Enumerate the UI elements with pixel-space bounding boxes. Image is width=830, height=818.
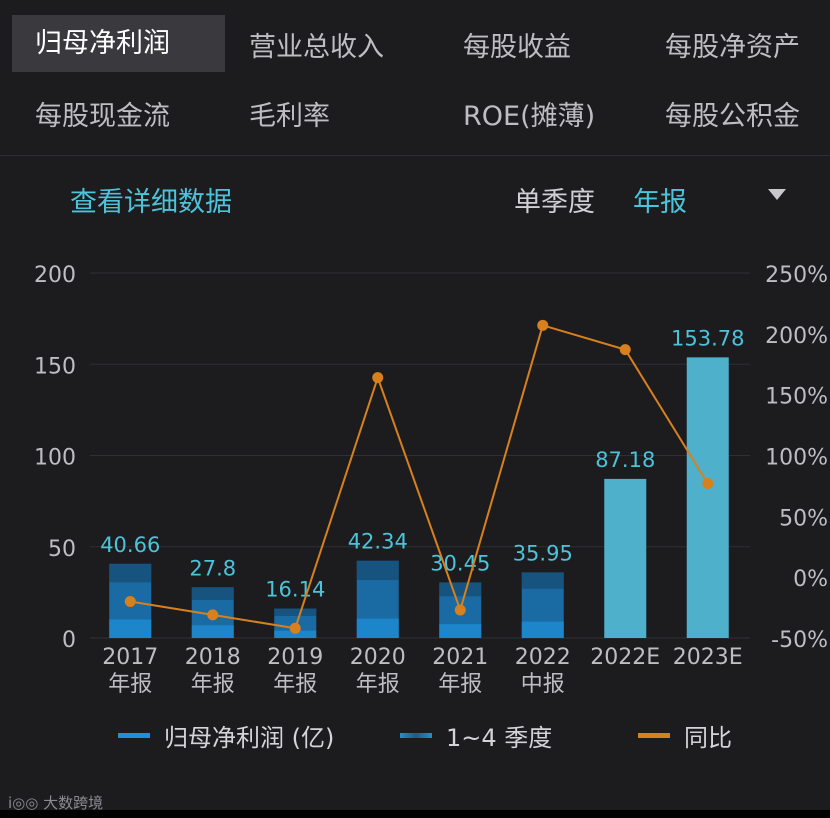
yoy-point [289, 622, 301, 634]
annual-toggle[interactable]: 年报 [633, 187, 687, 218]
bar [686, 357, 729, 638]
right-axis-tick-label: 250% [765, 263, 828, 288]
yoy-point [124, 596, 136, 607]
tab-cash-flow-per-share[interactable]: 每股现金流 [35, 101, 170, 132]
bar-value-label: 40.66 [100, 533, 160, 557]
tab-roe[interactable]: ROE(摊薄) [463, 101, 596, 132]
right-axis-tick-label: 200% [765, 324, 828, 349]
yoy-point [372, 372, 384, 384]
indicator-tabs: 归母净利润 营业总收入 每股收益 每股净资产 每股现金流 毛利率 ROE(摊薄)… [0, 0, 830, 155]
x-axis-tick-label: 2022 [515, 645, 571, 670]
x-axis-tick-label: 2017 [102, 645, 158, 670]
x-axis-tick-label: 2019 [267, 645, 323, 670]
tab-eps[interactable]: 每股收益 [463, 32, 571, 63]
bar-quarter-segment [356, 618, 399, 638]
bar-quarter-segment [274, 630, 317, 638]
yoy-point [702, 477, 714, 489]
right-axis-tick-label: 150% [765, 385, 828, 410]
x-axis-tick-label: 2022E [590, 645, 660, 670]
legend-item-quarters: 1~4 季度 [400, 718, 552, 753]
legend-swatch-yoy [638, 733, 670, 738]
yoy-line [130, 324, 709, 630]
watermark-mark-icon: ⅰ◎◎ [8, 794, 44, 812]
right-axis-tick-label: 100% [765, 446, 828, 471]
bar-quarter-segment [439, 624, 482, 638]
bar-quarter-segment [521, 572, 564, 589]
bar-quarter-segment [109, 619, 152, 638]
bar-quarter-segment [191, 625, 234, 638]
left-axis-tick-label: 50 [48, 537, 76, 562]
bar-quarter-segment [109, 563, 152, 583]
bar-quarter-segment [274, 608, 317, 616]
legend-label-yoy: 同比 [684, 724, 732, 752]
tab-net-profit[interactable]: 归母净利润 [12, 15, 225, 72]
legend-swatch-quarters [400, 733, 432, 738]
bottom-bar [0, 810, 830, 818]
bar-quarter-segment [521, 621, 564, 638]
view-details-link[interactable]: 查看详细数据 [70, 187, 232, 218]
x-axis-tick-label: 中报 [521, 672, 565, 697]
legend-item-net-profit: 归母净利润 (亿) [118, 718, 334, 753]
yoy-point [454, 604, 466, 616]
right-axis-tick-label: -50% [771, 628, 828, 653]
bar-value-label: 35.95 [513, 541, 573, 565]
left-axis-tick-label: 150 [34, 354, 76, 379]
right-axis-tick-label: 50% [779, 506, 828, 531]
bar-quarter-segment [439, 582, 482, 597]
bar-quarter-segment [191, 587, 234, 600]
x-axis-tick-label: 年报 [356, 672, 400, 697]
x-axis-tick-label: 年报 [438, 672, 482, 697]
x-axis-tick-label: 2020 [350, 645, 406, 670]
bar-value-label: 16.14 [265, 578, 325, 602]
x-axis-tick-label: 2018 [185, 645, 241, 670]
left-axis-tick-label: 100 [34, 446, 76, 471]
quarterly-toggle[interactable]: 单季度 [514, 187, 595, 218]
yoy-point [619, 344, 631, 356]
yoy-point [207, 609, 219, 621]
left-axis-tick-label: 0 [62, 628, 76, 653]
bar-value-label: 42.34 [348, 530, 408, 554]
bar-value-label: 27.8 [189, 556, 236, 580]
x-axis-tick-label: 年报 [273, 672, 317, 697]
x-axis-tick-label: 2021 [432, 645, 488, 670]
tabs-divider [0, 155, 830, 156]
dropdown-caret-icon[interactable] [768, 189, 786, 200]
legend-label-quarters: 1~4 季度 [446, 724, 553, 752]
tab-gross-margin[interactable]: 毛利率 [249, 101, 330, 132]
bar [604, 478, 647, 638]
tab-capital-reserve-per-share[interactable]: 每股公积金 [665, 101, 800, 132]
x-axis-tick-label: 年报 [191, 672, 235, 697]
net-profit-chart: 0 50 100 150 200 -50% 0% 50% 100% 150% 200% 250% 40.… [34, 263, 828, 697]
watermark-logo: ⅰ◎◎ 大数跨境 [8, 792, 103, 813]
x-axis-tick-label: 2023E [673, 645, 743, 670]
bar-value-label: 87.18 [595, 448, 655, 472]
watermark-text: 大数跨境 [43, 794, 104, 812]
right-axis-tick-label: 0% [793, 567, 828, 592]
legend-item-yoy: 同比 [638, 718, 732, 753]
tab-bvps[interactable]: 每股净资产 [665, 32, 800, 63]
legend-label-net-profit: 归母净利润 (亿) [164, 724, 335, 752]
bar-value-label: 153.78 [671, 326, 744, 350]
bar-quarter-segment [356, 560, 399, 581]
x-axis-tick-label: 年报 [108, 672, 152, 697]
tab-total-revenue[interactable]: 营业总收入 [249, 32, 384, 63]
legend-swatch-net-profit [118, 733, 150, 738]
left-axis-tick-label: 200 [34, 263, 76, 288]
yoy-point [537, 319, 549, 331]
bar-value-label: 30.45 [430, 551, 490, 575]
